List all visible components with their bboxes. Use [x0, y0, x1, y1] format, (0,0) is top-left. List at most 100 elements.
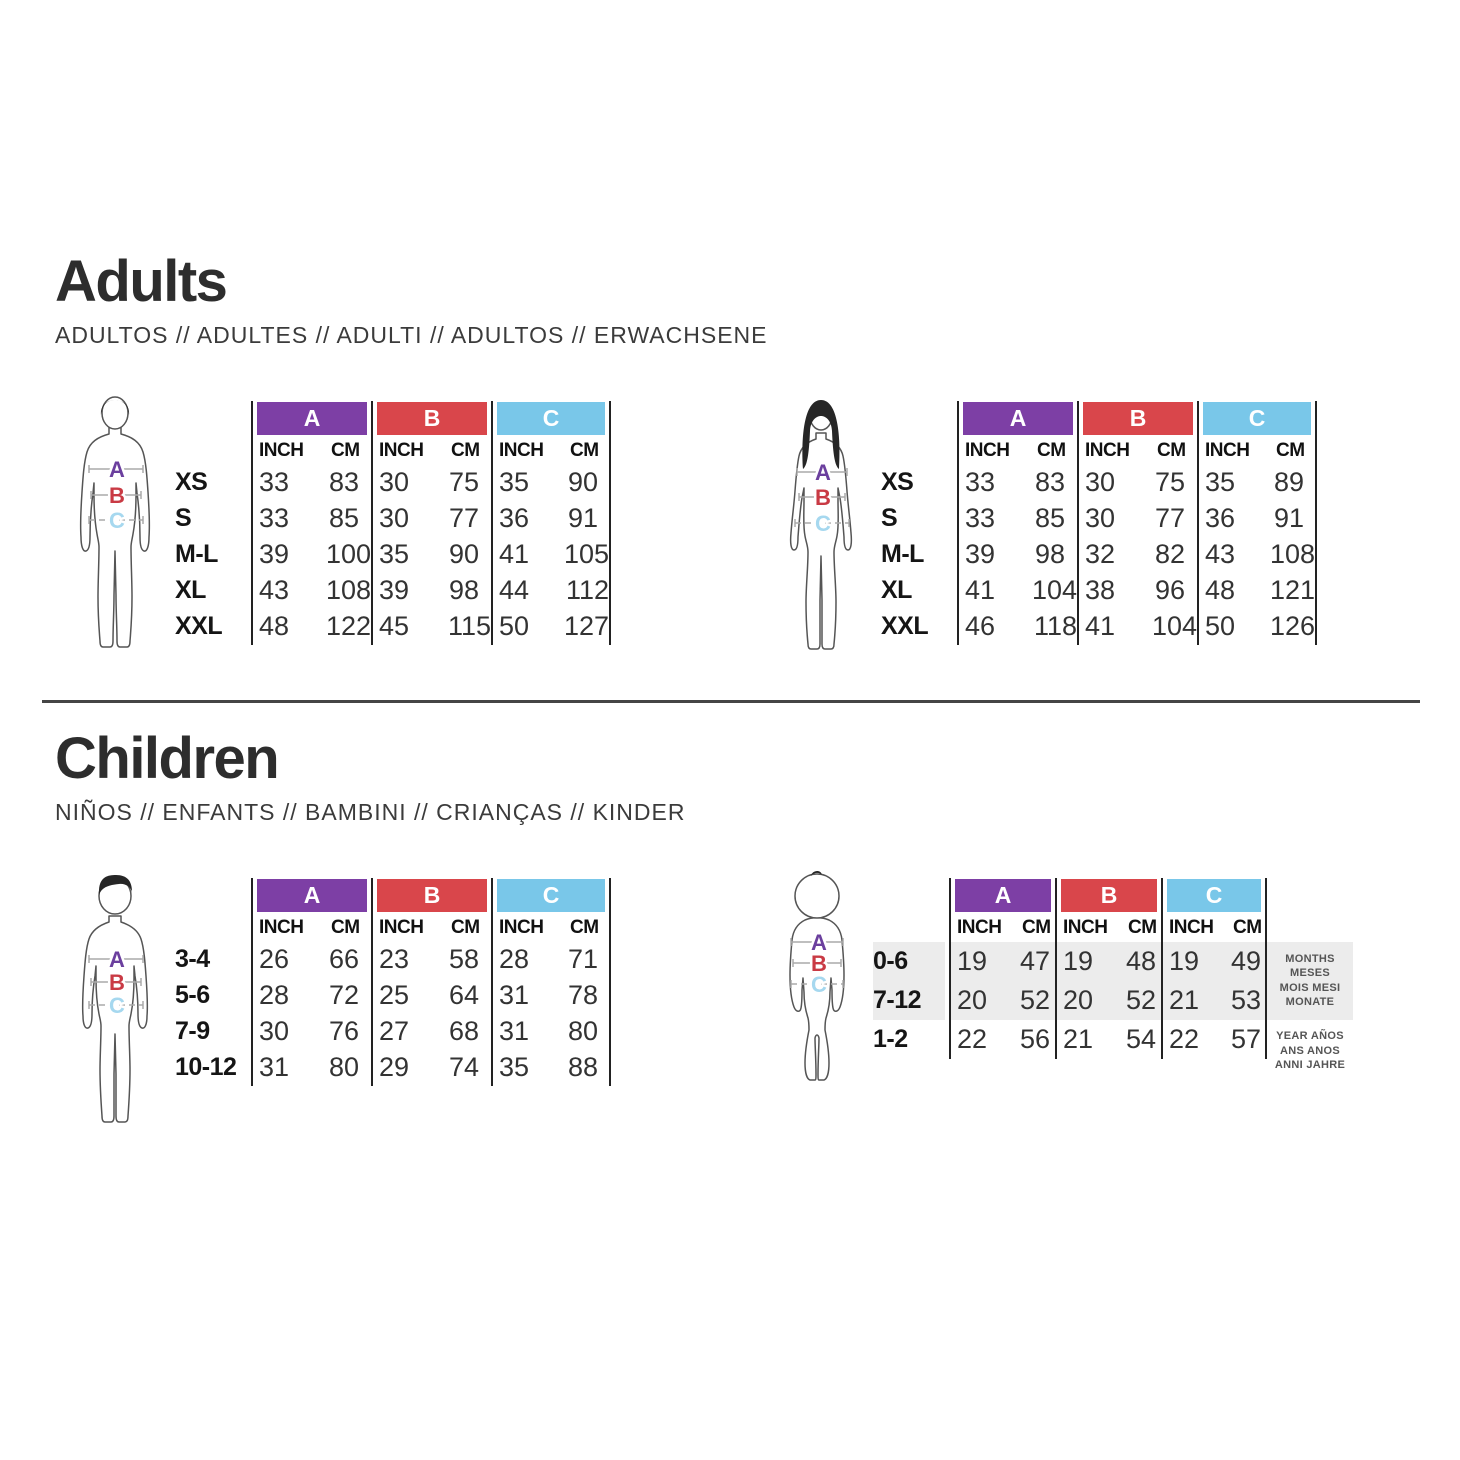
- size-value-cm: 115: [447, 611, 491, 642]
- size-value-row: 43 108: [253, 573, 371, 609]
- column-header-bar-A: A: [955, 878, 1051, 912]
- svg-text:B: B: [109, 970, 125, 995]
- adults-male-size-table: A B C XS S M-L XL XXL A INCH CM 33 83 33 85 39 100 43 108 4…: [55, 396, 611, 666]
- column-header-bar-C: C: [1167, 878, 1261, 912]
- size-value-row: 19 49: [1163, 941, 1265, 981]
- size-value-row: 20 52: [951, 980, 1055, 1020]
- measure-group-B: B INCH CM 19 48 20 52 21 54: [1055, 877, 1161, 1059]
- size-value-cm: 91: [1274, 503, 1305, 534]
- note-line: ANNI JAHRE: [1274, 1058, 1346, 1071]
- size-value-inch: 32: [1085, 539, 1116, 570]
- size-value-cm: 100: [325, 539, 371, 570]
- size-value-cm: 80: [329, 1052, 360, 1083]
- months-note: MONTHS MESES MOIS MESI MONATE: [1267, 941, 1353, 1020]
- size-value-row: 50 126: [1199, 609, 1315, 645]
- size-value-cm: 47: [1020, 945, 1051, 976]
- measure-group-A: A INCH CM 33 83 33 85 39 100 43 108 48 122: [251, 400, 371, 645]
- unit-header-row: INCH CM: [493, 437, 609, 465]
- unit-label-cm: CM: [1128, 916, 1157, 938]
- female-figure-icon: ABC: [789, 399, 853, 650]
- unit-label-cm: CM: [1233, 916, 1262, 938]
- size-value-cm: 75: [449, 467, 480, 498]
- unit-label-inch: INCH: [499, 916, 544, 938]
- row-label: XXL: [881, 612, 929, 641]
- children-section: Children NIÑOS // ENFANTS // BAMBINI // …: [55, 728, 1460, 1143]
- size-value-cm: 54: [1126, 1023, 1157, 1054]
- size-value-row: 45 115: [373, 609, 491, 645]
- unit-label-inch: INCH: [965, 439, 1010, 461]
- unit-header-row: INCH CM: [373, 914, 491, 942]
- size-value-row: 28 71: [493, 942, 609, 978]
- size-row-labels: XS S M-L XL XXL: [175, 401, 251, 645]
- size-value-cm: 118: [1033, 611, 1077, 642]
- size-value-cm: 68: [449, 1016, 480, 1047]
- size-value-row: 38 96: [1079, 573, 1197, 609]
- size-value-inch: 19: [1169, 945, 1200, 976]
- size-value-inch: 21: [1169, 984, 1200, 1015]
- size-value-row: 36 91: [493, 501, 609, 537]
- svg-text:B: B: [811, 951, 827, 976]
- size-value-row: 33 83: [253, 465, 371, 501]
- unit-label-cm: CM: [451, 439, 480, 461]
- size-value-inch: 41: [965, 575, 996, 606]
- size-value-row: 36 91: [1199, 501, 1315, 537]
- label-spacer: [873, 878, 945, 942]
- size-value-inch: 26: [259, 944, 290, 975]
- note-line: YEAR AÑOS: [1276, 1030, 1344, 1043]
- children-subtitle: NIÑOS // ENFANTS // BAMBINI // CRIANÇAS …: [55, 798, 686, 825]
- label-spacer: [175, 878, 247, 942]
- size-value-cm: 126: [1269, 611, 1315, 642]
- unit-label-inch: INCH: [499, 439, 544, 461]
- size-value-row: 48 122: [253, 609, 371, 645]
- column-header-bar-B: B: [377, 401, 487, 435]
- size-value-inch: 30: [379, 503, 410, 534]
- male-figure-icon: ABC: [79, 396, 151, 648]
- size-value-inch: 31: [259, 1052, 290, 1083]
- size-value-row: 21 54: [1057, 1020, 1161, 1059]
- measure-group-C: C INCH CM 35 89 36 91 43 108 48 121 50 126: [1197, 400, 1317, 645]
- size-value-row: 31 78: [493, 978, 609, 1014]
- children-child-size-table: A B C 3-4 5-6 7-9 10-12 A INCH CM 26 66 28 72 30 76 31 80…: [55, 874, 611, 1143]
- size-value-cm: 108: [1269, 539, 1315, 570]
- size-value-inch: 43: [1205, 539, 1236, 570]
- years-note: YEAR AÑOS ANS ANOS ANNI JAHRE: [1267, 1020, 1353, 1082]
- measure-group-C: C INCH CM 35 90 36 91 41 105 44 112 50 127: [491, 400, 611, 645]
- notes-spacer: [1267, 878, 1353, 942]
- unit-header-row: INCH CM: [1057, 914, 1161, 942]
- row-label: XL: [175, 576, 206, 605]
- size-value-row: 39 98: [373, 573, 491, 609]
- size-value-cm: 127: [563, 611, 609, 642]
- size-value-cm: 58: [449, 944, 480, 975]
- unit-label-inch: INCH: [1063, 916, 1108, 938]
- size-value-row: 33 85: [253, 501, 371, 537]
- measure-group-B: B INCH CM 30 75 30 77 35 90 39 98 45 115: [371, 400, 491, 645]
- size-value-inch: 33: [259, 467, 290, 498]
- unit-label-inch: INCH: [1169, 916, 1214, 938]
- row-label: XL: [881, 576, 912, 605]
- size-value-row: 41 104: [1079, 609, 1197, 645]
- unit-header-row: INCH CM: [951, 914, 1055, 942]
- size-value-cm: 66: [329, 944, 360, 975]
- size-value-row: 22 57: [1163, 1020, 1265, 1059]
- children-tables-row: A B C 3-4 5-6 7-9 10-12 A INCH CM 26 66 28 72 30 76 31 80…: [55, 870, 1460, 1143]
- unit-label-inch: INCH: [957, 916, 1002, 938]
- size-value-inch: 30: [1085, 503, 1116, 534]
- size-value-inch: 39: [259, 539, 290, 570]
- size-value-row: 19 47: [951, 941, 1055, 981]
- size-value-inch: 33: [965, 467, 996, 498]
- unit-label-cm: CM: [331, 916, 360, 938]
- size-value-row: 33 83: [959, 465, 1077, 501]
- size-value-row: 32 82: [1079, 537, 1197, 573]
- size-value-inch: 38: [1085, 575, 1116, 606]
- row-label: 3-4: [175, 945, 210, 974]
- measure-group-A: A INCH CM 33 83 33 85 39 98 41 104 46 118: [957, 400, 1077, 645]
- measure-group-B: B INCH CM 23 58 25 64 27 68 29 74: [371, 877, 491, 1086]
- svg-text:B: B: [815, 485, 831, 510]
- size-value-inch: 48: [259, 611, 290, 642]
- note-line: ANS ANOS: [1279, 1044, 1341, 1057]
- size-value-row: 41 104: [959, 573, 1077, 609]
- unit-label-inch: INCH: [379, 916, 424, 938]
- size-value-inch: 35: [499, 1052, 530, 1083]
